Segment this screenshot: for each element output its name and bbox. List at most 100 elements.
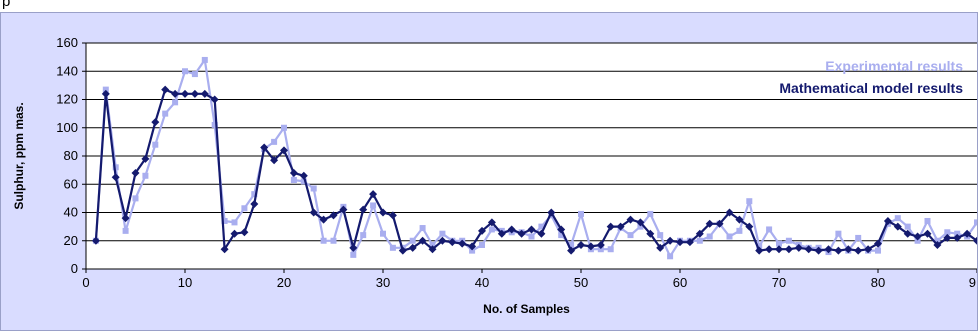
data-point	[586, 242, 595, 251]
data-point	[300, 178, 307, 185]
data-point	[349, 243, 358, 252]
data-point	[646, 229, 655, 238]
x-tick-label: 10	[178, 275, 192, 290]
data-point	[596, 240, 605, 249]
gridlines	[86, 42, 977, 242]
data-point	[360, 232, 367, 239]
data-point	[162, 110, 169, 117]
data-point	[142, 172, 149, 179]
data-point	[568, 241, 575, 248]
data-point	[963, 229, 972, 238]
data-point	[428, 245, 437, 254]
data-point	[606, 222, 615, 231]
data-point	[161, 85, 170, 94]
data-point	[637, 223, 644, 230]
data-point	[647, 210, 654, 217]
line-chart: 0 20 40 60 80 100 120 140 160 0 10 20 30 40 50 60 70 80 9…	[12, 35, 977, 316]
data-point	[547, 208, 556, 217]
data-point	[667, 253, 674, 260]
data-point	[626, 215, 635, 224]
data-point	[715, 219, 724, 228]
data-point	[883, 216, 892, 225]
x-tick-label: 20	[277, 275, 291, 290]
x-tick-label: 0	[82, 275, 89, 290]
y-tick-label: 80	[64, 148, 78, 163]
series-model	[91, 85, 977, 255]
data-point	[240, 228, 249, 237]
data-point	[904, 223, 911, 230]
data-point	[527, 225, 536, 234]
y-tick-label: 40	[64, 205, 78, 220]
data-point	[497, 229, 506, 238]
data-point	[973, 236, 977, 245]
data-point	[944, 229, 951, 236]
data-point	[439, 230, 446, 237]
data-point	[924, 217, 931, 224]
data-point	[131, 168, 140, 177]
data-point	[289, 168, 298, 177]
series-layer	[91, 56, 977, 260]
data-point	[755, 246, 764, 255]
y-tick-label: 100	[56, 120, 78, 135]
data-point	[389, 244, 396, 251]
data-point	[151, 118, 160, 127]
data-point	[280, 146, 288, 155]
data-point	[953, 233, 962, 242]
data-point	[785, 237, 792, 244]
data-point	[241, 205, 248, 212]
data-point	[182, 68, 188, 75]
data-point	[893, 222, 902, 231]
data-point	[756, 243, 763, 250]
data-point	[914, 237, 921, 244]
data-point	[695, 229, 704, 238]
data-point	[359, 205, 368, 214]
data-point	[913, 232, 922, 241]
x-tick-label: 30	[376, 275, 390, 290]
data-point	[735, 215, 744, 224]
data-point	[943, 233, 952, 242]
data-point	[132, 195, 139, 202]
chart-area: 0 20 40 60 80 100 120 140 160 0 10 20 30 40 50 60 70 80 9…	[0, 12, 978, 331]
data-point	[271, 138, 278, 145]
legend: Experimental results Mathematical model …	[779, 58, 963, 96]
data-point	[736, 227, 743, 234]
data-point	[102, 86, 109, 93]
data-point	[320, 237, 327, 244]
data-point	[220, 245, 229, 254]
data-point	[616, 222, 625, 231]
data-point	[894, 215, 901, 222]
data-point	[101, 89, 110, 98]
data-point	[834, 246, 843, 255]
data-point	[538, 223, 545, 230]
data-point	[121, 214, 130, 223]
y-tick-label: 140	[56, 63, 78, 78]
data-point	[260, 143, 269, 152]
y-tick-label: 160	[56, 35, 78, 50]
data-point	[181, 89, 189, 98]
legend-entry-experimental: Experimental results	[825, 58, 963, 74]
data-point	[706, 233, 713, 240]
data-point	[419, 225, 426, 232]
data-point	[370, 202, 377, 209]
x-tick-label: 40	[475, 275, 489, 290]
data-point	[874, 239, 882, 248]
data-point	[478, 226, 486, 235]
data-point	[172, 99, 179, 106]
data-point	[558, 232, 565, 239]
data-point	[152, 141, 159, 148]
data-point	[468, 242, 477, 251]
y-tick-label: 60	[64, 176, 78, 191]
data-point	[974, 219, 977, 226]
data-point	[636, 218, 645, 227]
data-point	[230, 229, 239, 238]
data-point	[438, 236, 447, 245]
data-point	[875, 247, 881, 254]
data-point	[141, 154, 150, 163]
data-point	[528, 233, 535, 240]
data-point	[281, 124, 287, 131]
x-axis-ticks: 0 10 20 30 40 50 60 70 80 9	[82, 269, 977, 290]
data-point	[814, 246, 823, 255]
data-point	[448, 238, 457, 247]
data-point	[290, 177, 297, 184]
legend-entry-model: Mathematical model results	[779, 80, 963, 96]
